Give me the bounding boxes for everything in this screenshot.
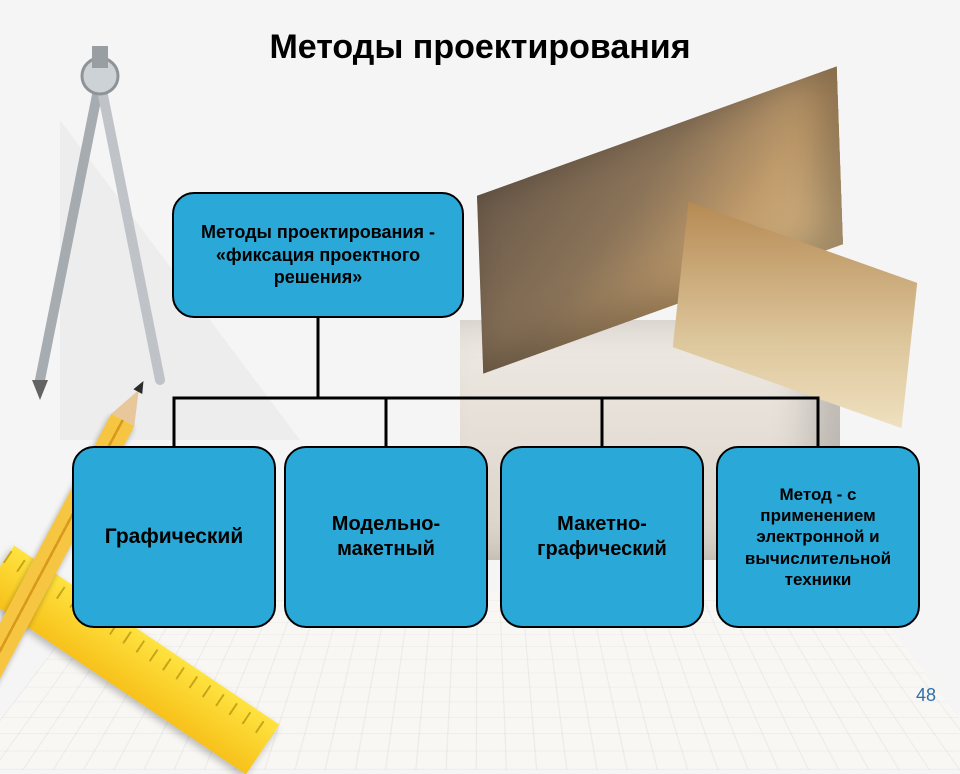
slide-title: Методы проектирования: [0, 28, 960, 67]
tree-child-label: Графический: [105, 524, 244, 550]
tree-child-node: Метод - с применением электронной и вычи…: [716, 446, 920, 628]
page-number: 48: [916, 685, 936, 706]
tree-child-node: Модельно-макетный: [284, 446, 488, 628]
tree-root-node: Методы проектирования - «фиксация проект…: [172, 192, 464, 318]
tree-child-node: Макетно-графический: [500, 446, 704, 628]
tree-child-node: Графический: [72, 446, 276, 628]
tree-child-label: Модельно-макетный: [298, 512, 474, 562]
tree-root-label: Методы проектирования - «фиксация проект…: [186, 221, 450, 289]
tree-child-label: Метод - с применением электронной и вычи…: [730, 484, 906, 590]
tree-child-label: Макетно-графический: [514, 512, 690, 562]
